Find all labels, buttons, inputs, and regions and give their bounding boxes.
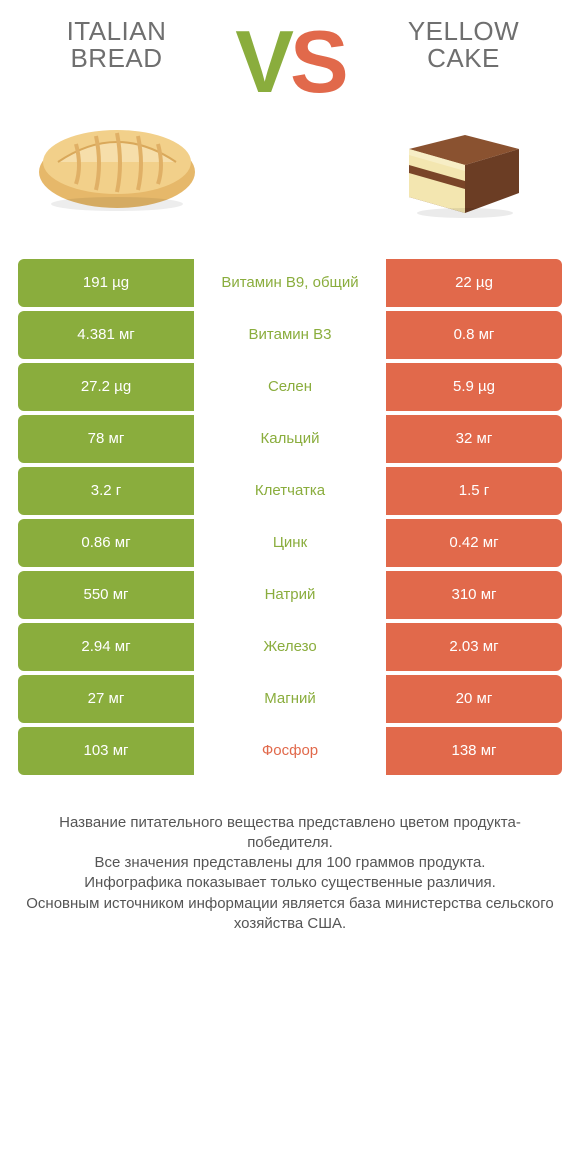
nutrient-right-value: 0.42 мг (386, 519, 562, 567)
left-food-title: ITALIAN BREAD (18, 18, 215, 73)
nutrient-left-value: 2.94 мг (18, 623, 194, 671)
nutrient-row: 78 мгКальций32 мг (18, 415, 562, 463)
footer-line: Все значения представлены для 100 граммо… (18, 853, 562, 873)
footer-line: Основным источником информации является … (18, 894, 562, 935)
nutrient-left-value: 27.2 µg (18, 363, 194, 411)
nutrient-name: Селен (194, 363, 386, 411)
nutrient-right-value: 22 µg (386, 259, 562, 307)
nutrient-right-value: 310 мг (386, 571, 562, 619)
nutrient-row: 103 мгФосфор138 мг (18, 727, 562, 775)
nutrient-right-value: 138 мг (386, 727, 562, 775)
cake-icon (389, 101, 539, 221)
nutrient-name: Витамин B9, общий (194, 259, 386, 307)
nutrient-right-value: 0.8 мг (386, 311, 562, 359)
right-food-image (365, 87, 562, 235)
nutrient-left-value: 103 мг (18, 727, 194, 775)
header-row: ITALIAN BREAD VS YELLOW CAKE (18, 18, 562, 235)
right-food-title: YELLOW CAKE (365, 18, 562, 73)
nutrient-left-value: 550 мг (18, 571, 194, 619)
left-food-image (18, 87, 215, 235)
comparison-infographic: ITALIAN BREAD VS YELLOW CAKE (0, 0, 580, 934)
nutrient-row: 191 µgВитамин B9, общий22 µg (18, 259, 562, 307)
nutrient-row: 4.381 мгВитамин B30.8 мг (18, 311, 562, 359)
nutrient-right-value: 5.9 µg (386, 363, 562, 411)
nutrient-name: Клетчатка (194, 467, 386, 515)
left-food-column: ITALIAN BREAD (18, 18, 215, 235)
nutrient-row: 3.2 гКлетчатка1.5 г (18, 467, 562, 515)
nutrient-name: Железо (194, 623, 386, 671)
nutrient-right-value: 32 мг (386, 415, 562, 463)
nutrient-row: 27 мгМагний20 мг (18, 675, 562, 723)
nutrient-right-value: 2.03 мг (386, 623, 562, 671)
nutrient-name: Цинк (194, 519, 386, 567)
nutrient-left-value: 27 мг (18, 675, 194, 723)
footer-line: Инфографика показывает только существенн… (18, 873, 562, 893)
nutrient-left-value: 78 мг (18, 415, 194, 463)
nutrient-row: 550 мгНатрий310 мг (18, 571, 562, 619)
nutrient-name: Кальций (194, 415, 386, 463)
vs-label: VS (235, 18, 344, 106)
nutrient-right-value: 20 мг (386, 675, 562, 723)
nutrient-left-value: 191 µg (18, 259, 194, 307)
nutrient-name: Натрий (194, 571, 386, 619)
nutrient-row: 27.2 µgСелен5.9 µg (18, 363, 562, 411)
right-food-column: YELLOW CAKE (365, 18, 562, 235)
vs-column: VS (215, 18, 365, 132)
nutrient-table: 191 µgВитамин B9, общий22 µg4.381 мгВита… (18, 259, 562, 775)
nutrient-right-value: 1.5 г (386, 467, 562, 515)
nutrient-left-value: 0.86 мг (18, 519, 194, 567)
nutrient-row: 2.94 мгЖелезо2.03 мг (18, 623, 562, 671)
nutrient-left-value: 3.2 г (18, 467, 194, 515)
footer-line: Название питательного вещества представл… (18, 813, 562, 854)
nutrient-left-value: 4.381 мг (18, 311, 194, 359)
nutrient-name: Витамин B3 (194, 311, 386, 359)
nutrient-name: Магний (194, 675, 386, 723)
nutrient-name: Фосфор (194, 727, 386, 775)
footer-notes: Название питательного вещества представл… (18, 813, 562, 935)
bread-icon (32, 106, 202, 216)
nutrient-row: 0.86 мгЦинк0.42 мг (18, 519, 562, 567)
